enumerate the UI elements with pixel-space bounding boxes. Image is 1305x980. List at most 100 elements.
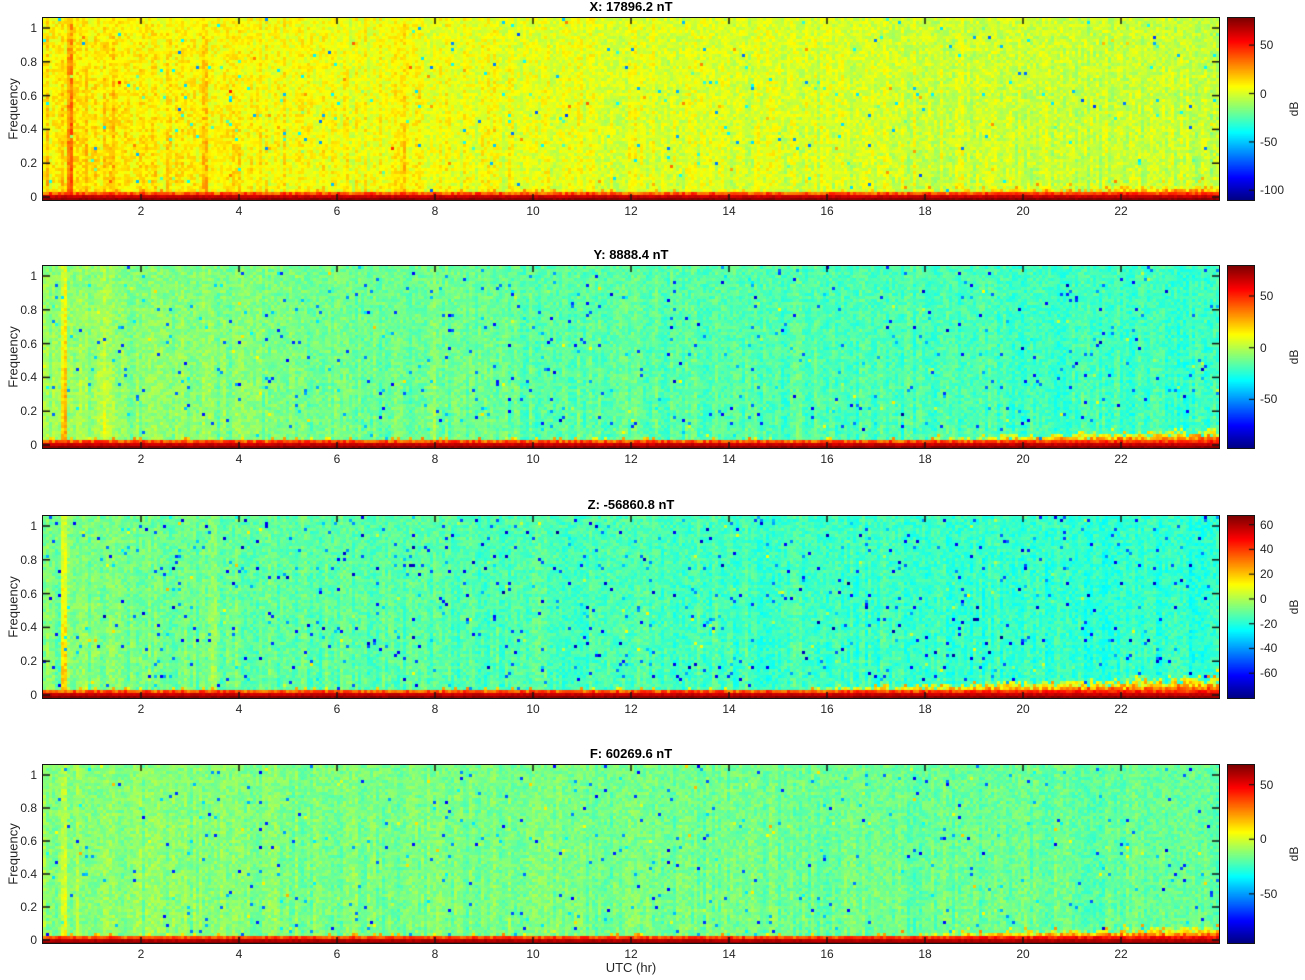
x-tick-label: 2 bbox=[137, 947, 145, 961]
y-tick-label: 0.4 bbox=[20, 370, 37, 385]
y-tick-label: 0.6 bbox=[20, 336, 37, 351]
panel-z-colorbar bbox=[1227, 515, 1255, 699]
x-tick-label: 22 bbox=[1114, 702, 1128, 716]
panel-x-plot-box bbox=[42, 17, 1220, 201]
colorbar-tick-label: 50 bbox=[1260, 777, 1274, 792]
y-tick-label: 0 bbox=[30, 438, 37, 452]
panel-z-plot-box bbox=[42, 515, 1220, 699]
y-tick-label: 1 bbox=[30, 269, 37, 283]
panel-z-colorbar-label: dB bbox=[1287, 599, 1301, 615]
x-tick-label: 4 bbox=[235, 452, 243, 466]
x-tick-label: 18 bbox=[918, 204, 932, 218]
x-tick-label: 22 bbox=[1114, 204, 1128, 218]
panel-x-colorbar-gradient bbox=[1228, 18, 1254, 200]
x-tick-label: 10 bbox=[526, 204, 540, 218]
panel-z-title: Z: -56860.8 nT bbox=[587, 497, 675, 512]
y-tick-label: 0.2 bbox=[20, 654, 37, 669]
x-tick-label: 10 bbox=[526, 947, 540, 961]
colorbar-tick-label: 0 bbox=[1260, 832, 1267, 847]
colorbar-tick-label: 50 bbox=[1260, 288, 1274, 303]
panel-y-spectrogram bbox=[43, 266, 1219, 448]
panel-f-spectrogram bbox=[43, 765, 1219, 943]
x-tick-label: 20 bbox=[1016, 947, 1030, 961]
x-tick-label: 8 bbox=[431, 452, 439, 466]
x-tick-label: 20 bbox=[1016, 452, 1030, 466]
y-tick-label: 1 bbox=[30, 21, 37, 35]
y-tick-label: 0.2 bbox=[20, 404, 37, 419]
x-tick-label: 16 bbox=[820, 452, 834, 466]
panel-x-colorbar bbox=[1227, 17, 1255, 201]
panel-z-colorbar-gradient bbox=[1228, 516, 1254, 698]
x-tick-label: 2 bbox=[137, 702, 145, 716]
x-tick-label: 12 bbox=[624, 702, 638, 716]
colorbar-tick-label: 0 bbox=[1260, 340, 1267, 355]
x-tick-label: 12 bbox=[624, 947, 638, 961]
y-tick-label: 0 bbox=[30, 190, 37, 204]
colorbar-tick-label: 0 bbox=[1260, 86, 1267, 101]
y-tick-label: 0.6 bbox=[20, 88, 37, 103]
colorbar-tick-label: 20 bbox=[1260, 567, 1274, 582]
x-tick-label: 10 bbox=[526, 702, 540, 716]
panel-f-colorbar-gradient bbox=[1228, 765, 1254, 943]
y-tick-label: 0.8 bbox=[20, 302, 37, 317]
panel-z-spectrogram bbox=[43, 516, 1219, 698]
y-tick-label: 0 bbox=[30, 933, 37, 947]
panel-y-title: Y: 8888.4 nT bbox=[593, 247, 669, 262]
x-tick-label: 8 bbox=[431, 947, 439, 961]
panel-y-colorbar-label: dB bbox=[1287, 349, 1301, 365]
panel-f-plot-box bbox=[42, 764, 1220, 944]
x-tick-label: 12 bbox=[624, 452, 638, 466]
y-tick-label: 0.4 bbox=[20, 122, 37, 137]
colorbar-tick-label: 60 bbox=[1260, 517, 1274, 532]
y-tick-label: 0.6 bbox=[20, 834, 37, 848]
x-tick-label: 14 bbox=[722, 947, 736, 961]
colorbar-tick-label: -50 bbox=[1260, 134, 1278, 149]
x-tick-label: 8 bbox=[431, 702, 439, 716]
panel-x-spectrogram bbox=[43, 18, 1219, 200]
y-tick-label: 1 bbox=[30, 768, 37, 782]
x-tick-label: 18 bbox=[918, 947, 932, 961]
panel-y-plot-box bbox=[42, 265, 1220, 449]
x-tick-label: 2 bbox=[137, 452, 145, 466]
colorbar-tick-label: -100 bbox=[1260, 183, 1285, 198]
x-tick-label: 4 bbox=[235, 204, 243, 218]
panel-f-colorbar-label: dB bbox=[1287, 846, 1301, 862]
y-tick-label: 0.2 bbox=[20, 156, 37, 171]
colorbar-tick-label: 50 bbox=[1260, 38, 1274, 53]
y-tick-label: 0.8 bbox=[20, 54, 37, 69]
x-tick-label: 22 bbox=[1114, 947, 1128, 961]
y-tick-label: 0.6 bbox=[20, 586, 37, 601]
y-tick-label: 1 bbox=[30, 519, 37, 533]
x-tick-label: 12 bbox=[624, 204, 638, 218]
x-tick-label: 16 bbox=[820, 947, 834, 961]
x-tick-label: 14 bbox=[722, 452, 736, 466]
y-tick-label: 0.8 bbox=[20, 801, 37, 815]
x-axis-label: UTC (hr) bbox=[605, 960, 657, 975]
colorbar-tick-label: -60 bbox=[1260, 666, 1278, 681]
colorbar-tick-label: -40 bbox=[1260, 641, 1278, 656]
colorbar-tick-label: -20 bbox=[1260, 616, 1278, 631]
x-tick-label: 8 bbox=[431, 204, 439, 218]
colorbar-tick-label: 0 bbox=[1260, 591, 1267, 606]
panel-x-title: X: 17896.2 nT bbox=[589, 0, 673, 14]
x-tick-label: 2 bbox=[137, 204, 145, 218]
x-tick-label: 16 bbox=[820, 204, 834, 218]
x-tick-label: 18 bbox=[918, 452, 932, 466]
panel-y-colorbar-gradient bbox=[1228, 266, 1254, 448]
panel-f-colorbar bbox=[1227, 764, 1255, 944]
y-tick-label: 0.2 bbox=[20, 900, 37, 914]
y-tick-label: 0 bbox=[30, 688, 37, 702]
x-tick-label: 20 bbox=[1016, 702, 1030, 716]
x-tick-label: 6 bbox=[333, 452, 341, 466]
x-tick-label: 22 bbox=[1114, 452, 1128, 466]
x-tick-label: 4 bbox=[235, 947, 243, 961]
colorbar-tick-label: -50 bbox=[1260, 886, 1278, 901]
x-tick-label: 6 bbox=[333, 204, 341, 218]
panel-y-colorbar bbox=[1227, 265, 1255, 449]
y-tick-label: 0.4 bbox=[20, 620, 37, 635]
x-tick-label: 10 bbox=[526, 452, 540, 466]
colorbar-tick-label: 40 bbox=[1260, 542, 1274, 557]
x-tick-label: 16 bbox=[820, 702, 834, 716]
colorbar-tick-label: -50 bbox=[1260, 392, 1278, 407]
